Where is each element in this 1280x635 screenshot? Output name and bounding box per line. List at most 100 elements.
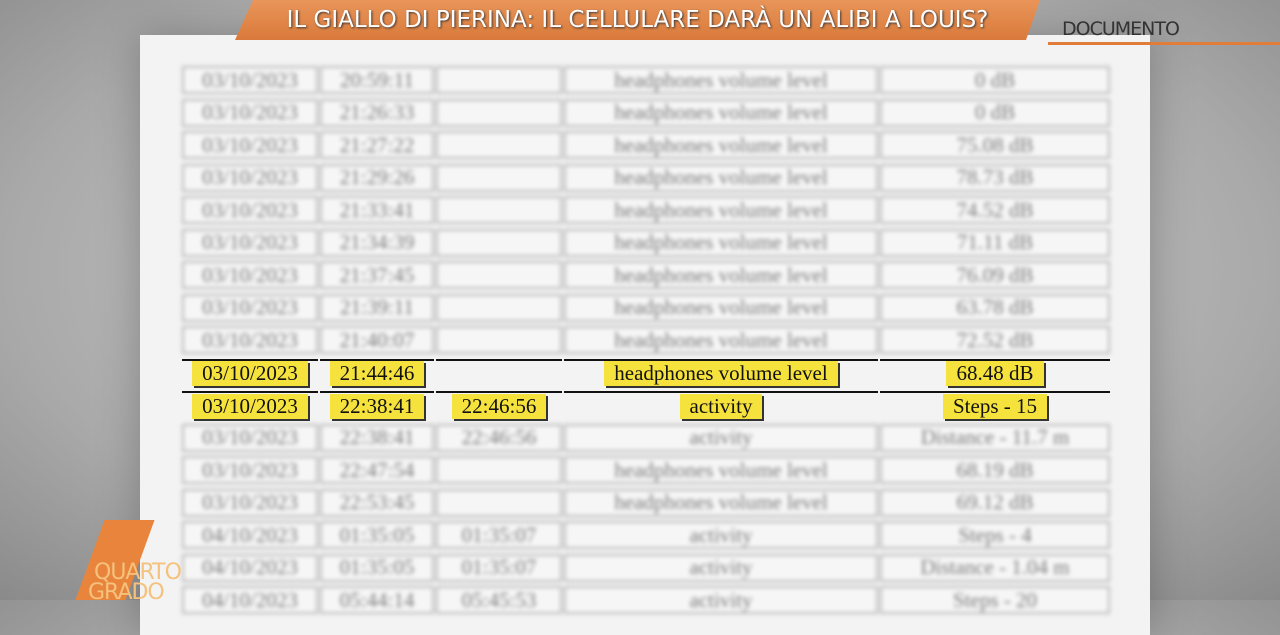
- table-cell: Steps - 20: [880, 586, 1110, 614]
- cell-text: headphones volume level: [614, 457, 828, 482]
- table-cell: 03/10/2023: [182, 163, 318, 192]
- cell-text: 0 dB: [974, 67, 1016, 92]
- table-cell: 22:46:56: [436, 391, 562, 419]
- cell-text: 21:39:11: [340, 295, 414, 319]
- cell-text: 22:53:45: [339, 490, 415, 514]
- cell-text: 22:47:54: [339, 457, 415, 482]
- table-cell: [436, 131, 562, 159]
- table-cell: activity: [564, 391, 878, 419]
- cell-text: 01:35:07: [461, 522, 537, 547]
- logo: QUARTO GRADO: [75, 520, 200, 605]
- cell-text: 03/10/2023: [202, 457, 298, 482]
- cell-text: 04/10/2023: [202, 587, 298, 612]
- cell-text: 76.09 dB: [956, 262, 1034, 287]
- cell-text: 03/10/2023: [202, 100, 298, 124]
- cell-text: headphones volume level: [604, 361, 838, 386]
- cell-text: 21:27:22: [339, 132, 415, 157]
- table-cell: 04/10/2023: [182, 553, 318, 582]
- table-cell: headphones volume level: [564, 228, 878, 257]
- cell-text: 03/10/2023: [202, 197, 298, 222]
- table-cell: headphones volume level: [564, 131, 878, 159]
- table-cell: headphones volume level: [564, 66, 878, 94]
- cell-text: 68.19 dB: [956, 457, 1034, 482]
- cell-text: Steps - 20: [953, 587, 1037, 612]
- table-cell: [436, 98, 562, 127]
- cell-text: Steps - 15: [943, 393, 1047, 419]
- section-underline: [1048, 42, 1280, 45]
- cell-text: Distance - 1.04 m: [920, 555, 1070, 579]
- cell-text: headphones volume level: [614, 197, 828, 222]
- section-label: DOCUMENTO: [1062, 18, 1180, 40]
- cell-text: 03/10/2023: [202, 165, 298, 189]
- table-cell: [436, 261, 562, 289]
- cell-text: 03/10/2023: [192, 361, 308, 386]
- table-cell: 03/10/2023: [182, 456, 318, 484]
- table-cell: headphones volume level: [564, 488, 878, 517]
- cell-text: headphones volume level: [614, 327, 828, 352]
- table-cell: 22:47:54: [320, 456, 434, 484]
- table-cell: [436, 293, 562, 322]
- table-cell: Distance - 1.04 m: [880, 553, 1110, 582]
- cell-text: 04/10/2023: [202, 555, 298, 579]
- banner-title: IL GIALLO DI PIERINA: IL CELLULARE DARÀ …: [235, 0, 1040, 40]
- cell-text: activity: [679, 393, 763, 419]
- cell-text: 01:35:05: [339, 555, 415, 579]
- cell-text: 03/10/2023: [202, 295, 298, 319]
- table-cell: 21:34:39: [320, 228, 434, 257]
- table-cell: [436, 358, 562, 387]
- table-cell: [436, 66, 562, 94]
- cell-text: 03/10/2023: [192, 393, 308, 419]
- table-cell: 21:40:07: [320, 326, 434, 354]
- cell-text: 03/10/2023: [202, 327, 298, 352]
- table-cell: headphones volume level: [564, 456, 878, 484]
- table-cell: 21:37:45: [320, 261, 434, 289]
- table-cell: 01:35:05: [320, 553, 434, 582]
- table-cell: headphones volume level: [564, 98, 878, 127]
- cell-text: 69.12 dB: [956, 490, 1034, 514]
- cell-text: 22:46:56: [451, 393, 547, 419]
- cell-text: 03/10/2023: [202, 262, 298, 287]
- cell-text: 21:44:46: [329, 361, 425, 386]
- cell-text: 21:37:45: [339, 262, 415, 287]
- cell-text: 03/10/2023: [202, 490, 298, 514]
- cell-text: 04/10/2023: [202, 522, 298, 547]
- cell-text: headphones volume level: [614, 295, 828, 319]
- table-cell: 22:46:56: [436, 423, 562, 452]
- table-cell: 03/10/2023: [182, 228, 318, 257]
- logo-text: QUARTO: [94, 560, 182, 585]
- cell-text: Steps - 4: [958, 522, 1032, 547]
- table-cell: activity: [564, 423, 878, 452]
- cell-text: 22:46:56: [461, 425, 537, 449]
- table-cell: Distance - 11.7 m: [880, 423, 1110, 452]
- table-cell: 21:39:11: [320, 293, 434, 322]
- cell-text: activity: [689, 587, 753, 612]
- table-cell: 04/10/2023: [182, 586, 318, 614]
- table-cell: 03/10/2023: [182, 488, 318, 517]
- table-cell: headphones volume level: [564, 196, 878, 224]
- table-cell: 03/10/2023: [182, 98, 318, 127]
- cell-text: headphones volume level: [614, 132, 828, 157]
- table-cell: 05:45:53: [436, 586, 562, 614]
- table-cell: 03/10/2023: [182, 423, 318, 452]
- table-cell: [436, 326, 562, 354]
- table-cell: activity: [564, 521, 878, 549]
- table-cell: [436, 456, 562, 484]
- cell-text: 75.08 dB: [956, 132, 1034, 157]
- table-cell: 03/10/2023: [182, 293, 318, 322]
- cell-text: headphones volume level: [614, 100, 828, 124]
- table-cell: 72.52 dB: [880, 326, 1110, 354]
- cell-text: 03/10/2023: [202, 425, 298, 449]
- cell-text: 03/10/2023: [202, 132, 298, 157]
- table-cell: 01:35:07: [436, 553, 562, 582]
- table-cell: 03/10/2023: [182, 196, 318, 224]
- table-cell: 20:59:11: [320, 66, 434, 94]
- cell-text: Distance - 11.7 m: [920, 425, 1070, 449]
- table-cell: [436, 163, 562, 192]
- table-cell: 03/10/2023: [182, 131, 318, 159]
- table-cell: 22:53:45: [320, 488, 434, 517]
- table-cell: Steps - 15: [880, 391, 1110, 419]
- table-cell: 71.11 dB: [880, 228, 1110, 257]
- cell-text: 03/10/2023: [202, 230, 298, 254]
- cell-text: 72.52 dB: [956, 327, 1034, 352]
